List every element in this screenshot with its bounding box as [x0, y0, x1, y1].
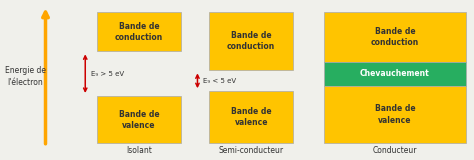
Text: Semi-conducteur: Semi-conducteur [219, 146, 284, 155]
Bar [97, 12, 181, 52]
Text: Bande de
valence: Bande de valence [118, 110, 159, 130]
Bar [209, 91, 293, 144]
Text: Chevauchement: Chevauchement [360, 69, 430, 78]
Bar [97, 96, 181, 144]
Text: Bande de
conduction: Bande de conduction [227, 31, 275, 51]
Text: Isolant: Isolant [126, 146, 152, 155]
Text: E₉ > 5 eV: E₉ > 5 eV [91, 71, 124, 77]
Text: Conducteur: Conducteur [373, 146, 417, 155]
Text: Energie de
l'électron: Energie de l'électron [5, 66, 46, 87]
Bar [324, 62, 466, 86]
Text: Bande de
conduction: Bande de conduction [115, 22, 163, 42]
Text: Bande de
valence: Bande de valence [374, 104, 415, 124]
Text: Bande de
conduction: Bande de conduction [371, 27, 419, 47]
Bar [324, 86, 466, 144]
Bar [209, 12, 293, 71]
Bar [324, 12, 466, 62]
Text: E₉ < 5 eV: E₉ < 5 eV [203, 78, 236, 84]
Text: Bande de
valence: Bande de valence [231, 107, 272, 127]
